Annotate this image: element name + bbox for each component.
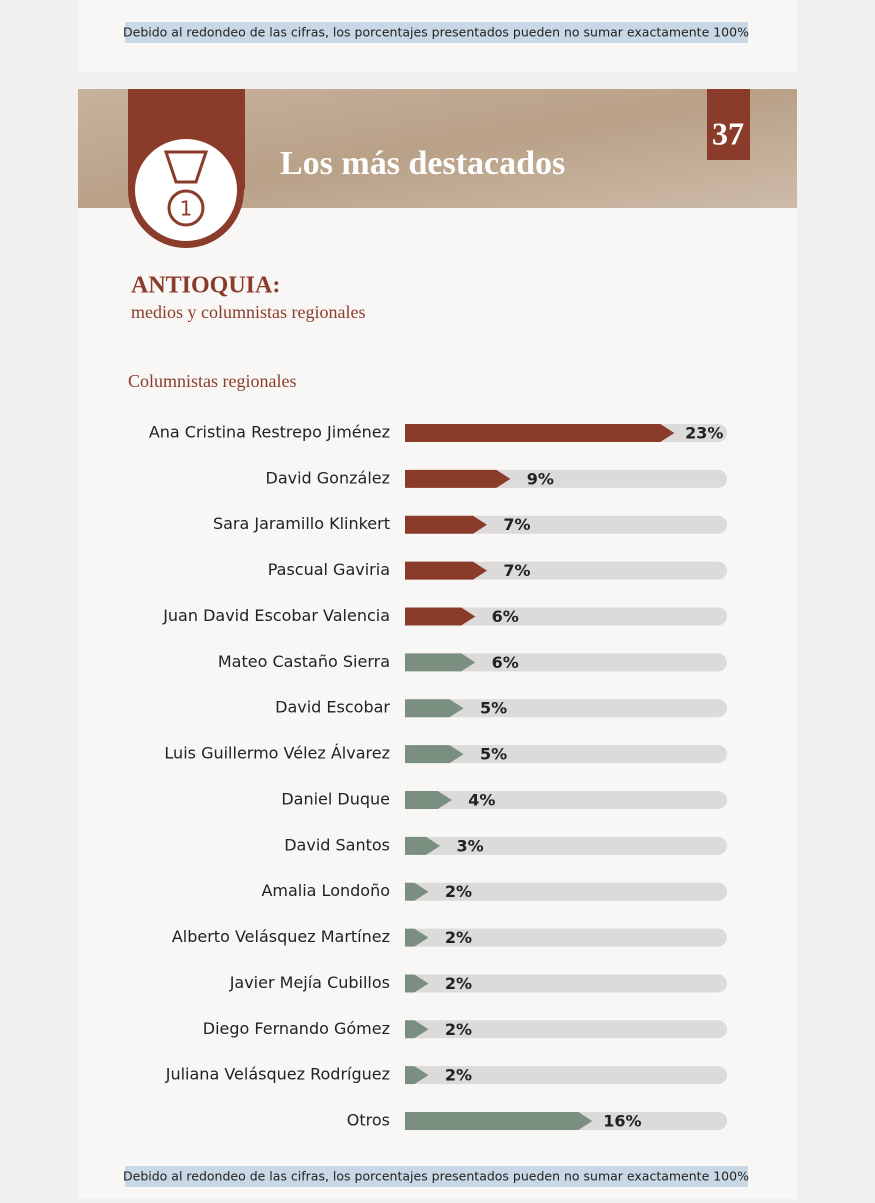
bar [405,1066,429,1085]
bar [405,653,476,672]
category-label: Luis Guillermo Vélez Álvarez [164,744,390,763]
bar-track [405,1020,727,1039]
bar-track [405,1066,727,1085]
bar [405,424,675,442]
value-label: 3% [457,836,484,855]
value-label: 2% [445,1066,472,1085]
bar [405,561,487,580]
page-tab [707,89,750,160]
header-title: Los más destacados [280,145,565,182]
bar [405,1112,593,1131]
top-note: Debido al redondeo de las cifras, los po… [123,25,749,40]
bottom-note: Debido al redondeo de las cifras, los po… [123,1169,749,1184]
medal-disc [167,189,205,227]
section-subtitle: medios y columnistas regionales [131,302,365,322]
bar [405,469,511,488]
medal-number: 1 [180,197,193,221]
value-label: 5% [480,699,507,718]
page-number: 37 [712,115,744,151]
value-label: 5% [480,745,507,764]
category-label: Mateo Castaño Sierra [218,652,390,671]
value-label: 7% [503,561,530,580]
bar [405,836,441,855]
bar [405,790,452,809]
bar-track [405,836,727,855]
value-label: 16% [603,1112,641,1131]
category-label: Ana Cristina Restrepo Jiménez [149,423,390,442]
category-label: Alberto Velásquez Martínez [172,927,390,946]
category-label: Javier Mejía Cubillos [229,973,390,992]
value-label: 6% [492,653,519,672]
page-sheet [78,89,797,1199]
bar [405,699,464,718]
category-label: David González [266,468,391,487]
category-label: Juliana Velásquez Rodríguez [165,1065,390,1084]
bar-track [405,928,727,947]
bar [405,607,476,626]
value-label: 2% [445,882,472,901]
value-label: 6% [492,607,519,626]
bar [405,745,464,764]
bar-track [405,607,727,626]
section-title: ANTIOQUIA: [131,273,280,299]
bar [405,882,429,901]
note-box [125,1166,748,1187]
bar-track [405,790,727,809]
bar [405,928,429,947]
value-label: 23% [685,424,723,443]
value-label: 2% [445,974,472,993]
category-label: Amalia Londoño [261,881,390,900]
category-label: Juan David Escobar Valencia [162,606,390,625]
bar [405,1020,429,1039]
category-label: Daniel Duque [281,789,390,808]
category-label: Pascual Gaviria [268,560,390,579]
value-label: 2% [445,928,472,947]
category-label: David Santos [284,835,390,854]
value-label: 4% [468,790,495,809]
chart-title: Columnistas regionales [128,371,296,391]
category-label: David Escobar [275,698,390,717]
bar-track [405,882,727,901]
bar-track [405,561,727,580]
bar [405,515,487,534]
bar-track [405,653,727,672]
category-label: Sara Jaramillo Klinkert [213,514,390,533]
value-label: 9% [527,469,554,488]
value-label: 2% [445,1020,472,1039]
bar-track [405,515,727,534]
category-label: Otros [347,1111,390,1130]
bar-track [405,699,727,718]
bar-track [405,745,727,764]
category-label: Diego Fernando Gómez [203,1019,390,1038]
medal-strap [163,150,209,184]
note-box [125,22,748,43]
value-label: 7% [503,515,530,534]
bar-track [405,974,727,993]
bar [405,974,429,993]
